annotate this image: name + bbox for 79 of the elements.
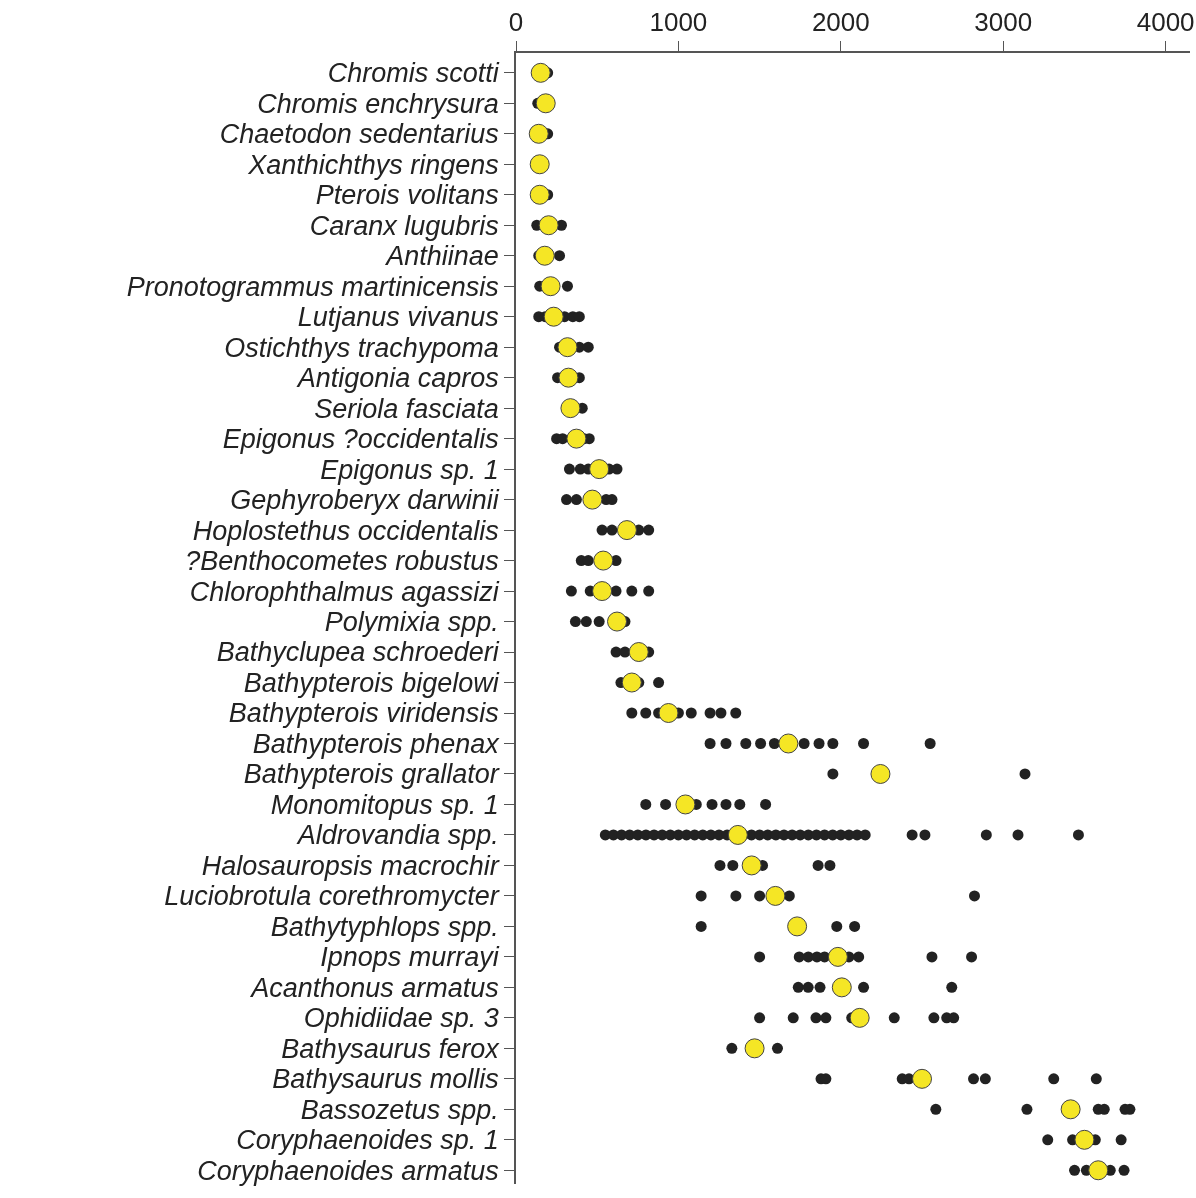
point (560, 398, 581, 419)
point (1074, 1129, 1095, 1150)
point (566, 428, 587, 449)
y-tick-label: Bassozetus spp. (300, 1094, 499, 1125)
y-tick-label: Coryphaenoides armatus (197, 1155, 499, 1186)
y-tick-label: ?Benthocometes robustus (185, 546, 499, 577)
x-tick-label: 3000 (974, 6, 1033, 37)
y-tick-label: Bathypterois bigelowi (243, 667, 500, 698)
point (528, 123, 549, 144)
y-tick-label: Bathypterois grallator (243, 759, 500, 790)
y-tick-label: Xanthichthys ringens (247, 149, 499, 180)
point (1088, 1160, 1109, 1181)
y-tick-label: Bathysaurus ferox (281, 1033, 501, 1064)
y-tick-label: Polymixia spp. (324, 607, 499, 637)
point (607, 611, 628, 632)
y-tick-label: Ophidiidae sp. 3 (303, 1003, 499, 1034)
y-tick-label: Coryphaenoides sp. 1 (236, 1125, 499, 1156)
point (727, 824, 748, 845)
point (1060, 1099, 1081, 1120)
x-tick-label: 1000 (649, 6, 708, 37)
x-tick-label: 0 (508, 6, 524, 37)
y-tick-label: Seriola fasciata (314, 393, 499, 424)
y-tick-label: Bathypterois phenax (252, 728, 501, 759)
point (628, 642, 649, 663)
point (675, 794, 696, 815)
point (827, 946, 848, 967)
y-tick-label: Epigonus ?occidentalis (222, 424, 499, 455)
point (557, 337, 578, 358)
point (849, 1007, 870, 1028)
point (658, 703, 679, 723)
y-tick-label: Epigonus sp. 1 (320, 454, 499, 485)
point (582, 489, 603, 510)
point (593, 550, 614, 571)
point (538, 215, 559, 236)
point (787, 916, 808, 937)
point (831, 977, 852, 998)
point (540, 276, 561, 297)
point (912, 1068, 933, 1089)
y-tick-label: Chaetodon sedentarius (219, 119, 499, 150)
y-tick-label: Ostichthys trachypoma (224, 332, 499, 363)
point (621, 672, 642, 693)
y-tick-label: Luciobrotula corethromycter (164, 881, 500, 912)
y-tick-label: Ipnops murrayi (320, 942, 500, 973)
point (530, 62, 551, 83)
point (529, 154, 550, 175)
y-tick-label: Chromis scotti (327, 58, 500, 89)
y-tick-label: Gephyroberyx darwinii (230, 485, 500, 516)
point (535, 93, 556, 114)
y-tick-label: Anthiinae (384, 241, 499, 272)
y-tick-label: Acanthonus armatus (249, 972, 499, 1003)
y-tick-label: Bathypterois viridensis (228, 698, 499, 729)
point (870, 763, 891, 784)
y-tick-label: Halosauropsis macrochir (201, 850, 500, 881)
x-tick-label: 4000 (1136, 6, 1195, 37)
y-tick-label: Lutjanus vivanus (297, 302, 499, 333)
y-tick-label: Hoplostethus occidentalis (192, 515, 499, 546)
x-tick-label: 2000 (811, 6, 870, 37)
point (741, 855, 762, 876)
point (534, 245, 555, 266)
point (589, 459, 610, 480)
y-tick-label: Bathyclupea schroederi (216, 637, 500, 668)
point (765, 885, 786, 906)
y-tick-label: Bathytyphlops spp. (270, 911, 499, 942)
y-tick-label: Bathysaurus mollis (272, 1064, 499, 1095)
y-tick-label: Chlorophthalmus agassizi (189, 576, 500, 607)
point (529, 184, 550, 205)
point (744, 1038, 765, 1059)
y-tick-label: Pterois volitans (315, 180, 499, 211)
point (778, 733, 799, 754)
point (543, 306, 564, 327)
point (558, 367, 579, 388)
y-tick-label: Caranx lugubris (309, 210, 499, 241)
y-tick-label: Antigonia capros (295, 363, 499, 394)
y-tick-label: Aldrovandia spp. (295, 820, 499, 851)
point (592, 581, 613, 602)
point (616, 520, 637, 541)
y-tick-label: Monomitopus sp. 1 (270, 789, 499, 820)
y-tick-label: Chromis enchrysura (257, 88, 499, 119)
y-tick-label: Pronotogrammus martinicensis (126, 271, 499, 302)
